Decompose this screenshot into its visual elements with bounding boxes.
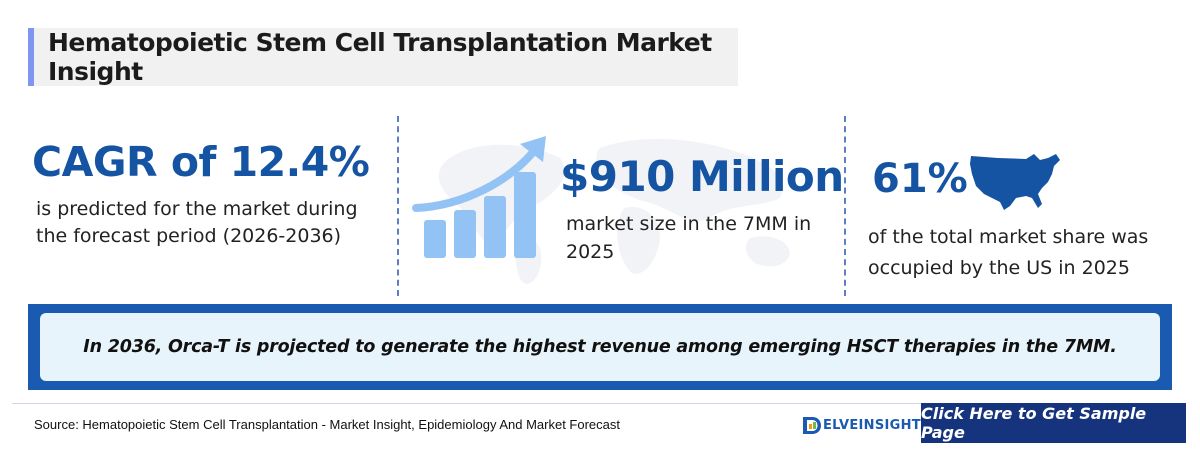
sample-page-button[interactable]: Click Here to Get Sample Page — [921, 403, 1186, 443]
divider — [397, 116, 399, 296]
highlight-banner-text: In 2036, Orca-T is projected to generate… — [83, 337, 1117, 357]
us-map-icon — [970, 154, 1060, 210]
delveinsight-logo[interactable]: ELVEINSIGHT — [802, 414, 921, 436]
highlight-banner-inner: In 2036, Orca-T is projected to generate… — [40, 313, 1160, 381]
delveinsight-logo-icon — [803, 417, 821, 434]
market-size-description: market size in the 7MM in 2025 — [566, 213, 812, 263]
logo-text: ELVEINSIGHT — [823, 417, 921, 433]
cagr-description: is predicted for the market during the f… — [36, 198, 358, 247]
us-share-description: of the total market share was occupied b… — [868, 226, 1149, 279]
world-map-background — [438, 138, 790, 284]
cagr-value: CAGR of 12.4% — [32, 138, 370, 186]
us-share-value: 61% — [872, 156, 968, 202]
growth-chart-icon — [412, 136, 546, 258]
footer-divider — [12, 403, 922, 404]
market-size-value: $910 Million — [560, 152, 844, 201]
page-title-box: Hematopoietic Stem Cell Transplantation … — [28, 28, 738, 86]
divider — [844, 116, 846, 296]
source-text: Source: Hematopoietic Stem Cell Transpla… — [34, 417, 620, 432]
sample-page-button-label: Click Here to Get Sample Page — [921, 404, 1147, 442]
highlight-banner: In 2036, Orca-T is projected to generate… — [28, 304, 1172, 390]
page-title: Hematopoietic Stem Cell Transplantation … — [48, 28, 712, 86]
